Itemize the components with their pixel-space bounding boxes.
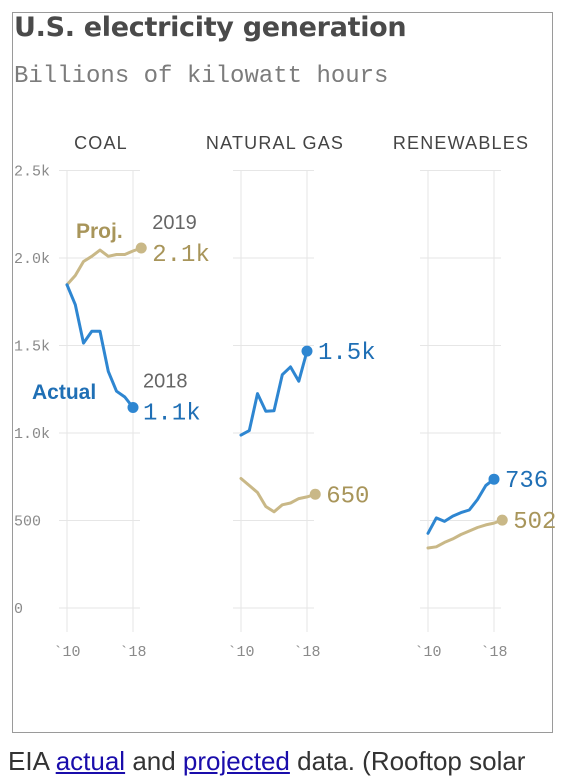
y-tick-label: 500 [14,514,41,531]
panel-title: RENEWABLES [393,133,529,153]
actual-year-label: 2018 [143,370,188,392]
y-tick-label: 0 [14,601,23,618]
actual-series-label: Actual [32,381,96,404]
x-tick-label: `10 [414,644,441,661]
actual-endpoint-marker [127,401,139,413]
projected-endpoint-marker [135,242,147,254]
actual-endpoint-marker [488,473,500,485]
y-tick-label: 1.5k [14,339,50,356]
panel-title: COAL [74,133,128,153]
x-tick-label: `18 [480,644,507,661]
x-tick-label: `10 [53,644,80,661]
projected-series-line [239,477,317,514]
projected-series-line [426,518,504,550]
y-tick-label: 2.0k [14,251,50,268]
x-tick-label: `18 [119,644,146,661]
projected-value-label: 2.1k [152,242,210,269]
panel-title: NATURAL GAS [206,133,344,153]
actual-series-line [426,477,496,535]
caption-middle: and [125,746,183,776]
projected-endpoint-marker [496,514,508,526]
y-tick-label: 2.5k [14,164,50,181]
caption-prefix: EIA [8,746,56,776]
projected-data-link[interactable]: projected [182,746,290,776]
actual-value-label: 1.1k [143,400,201,427]
actual-data-link[interactable]: actual [55,746,126,776]
caption: EIA actual and projected data. (Rooftop … [8,746,525,777]
x-tick-label: `18 [293,644,320,661]
projected-series-label: Proj. [76,220,123,243]
actual-series-line [239,349,309,437]
actual-endpoint-marker [301,345,313,357]
x-tick-label: `10 [227,644,254,661]
actual-value-label: 1.5k [318,340,376,367]
projected-value-label: 650 [326,483,369,510]
projected-series-line [65,246,143,287]
projected-value-label: 502 [513,509,556,536]
line-chart: 0 500 1.0k 1.5k 2.0k 2.5k COAL `10 `18 2018 1.1k Ac… [14,133,556,661]
y-tick-label: 1.0k [14,426,50,443]
projected-year-label: 2019 [152,212,197,234]
caption-suffix: data. (Rooftop solar [289,746,526,776]
projected-endpoint-marker [309,488,321,500]
actual-series-line [65,283,135,409]
actual-value-label: 736 [505,468,548,495]
chart-title: U.S. electricity generation [14,12,407,43]
chart-subtitle: Billions of kilowatt hours [14,63,389,90]
